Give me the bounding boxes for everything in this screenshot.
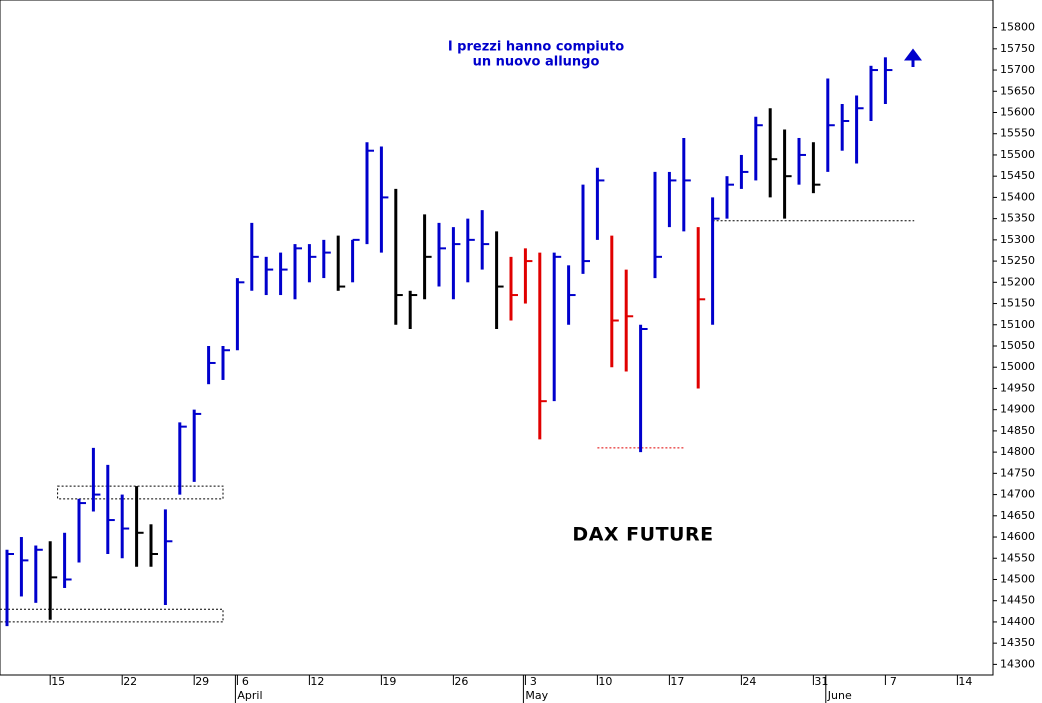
x-tick-label: 31 [814,675,828,688]
y-tick-label: 14350 [1000,636,1035,649]
y-tick-label: 14500 [1000,572,1035,585]
x-tick-label: 3 [530,675,537,688]
y-tick-label: 15050 [1000,339,1035,352]
annotation: I prezzi hanno compiuto [448,40,624,55]
y-tick-label: 15800 [1000,21,1035,34]
plot-area [0,0,994,676]
annotation: un nuovo allungo [473,55,600,70]
y-tick-label: 14600 [1000,530,1035,543]
month-label: April [237,689,262,702]
chart-title: DAX FUTURE [572,524,713,546]
x-tick-label: 7 [890,675,897,688]
y-tick-label: 15450 [1000,169,1035,182]
y-tick-label: 15300 [1000,233,1035,246]
y-tick-label: 14750 [1000,466,1035,479]
x-tick-label: 12 [310,675,324,688]
reference-zone [57,485,224,500]
y-tick-label: 14450 [1000,594,1035,607]
x-tick-label: 15 [51,675,65,688]
x-tick-label: 24 [742,675,756,688]
x-tick-label: 19 [382,675,396,688]
x-tick-label: 29 [195,675,209,688]
y-tick-label: 15350 [1000,212,1035,225]
y-tick-label: 14850 [1000,424,1035,437]
y-tick-label: 15000 [1000,360,1035,373]
y-tick-label: 15150 [1000,297,1035,310]
x-tick-label: 14 [958,675,972,688]
month-label: May [525,689,548,702]
y-tick-label: 14700 [1000,488,1035,501]
x-tick-label: 22 [123,675,137,688]
reference-zone [0,608,224,623]
y-tick-label: 14950 [1000,381,1035,394]
y-tick-label: 14800 [1000,445,1035,458]
y-tick-label: 14300 [1000,657,1035,670]
x-tick-label: 10 [598,675,612,688]
month-label: June [827,689,852,702]
y-tick-label: 15600 [1000,106,1035,119]
y-tick-label: 14400 [1000,615,1035,628]
y-tick-label: 14650 [1000,509,1035,522]
x-tick-label: 17 [670,675,684,688]
y-tick-label: 15650 [1000,84,1035,97]
y-tick-label: 14550 [1000,551,1035,564]
x-tick-label: 26 [454,675,468,688]
y-tick-label: 15700 [1000,63,1035,76]
y-tick-label: 15750 [1000,42,1035,55]
y-tick-label: 15250 [1000,254,1035,267]
y-tick-label: 14900 [1000,403,1035,416]
y-tick-label: 15550 [1000,127,1035,140]
up-arrow [904,48,922,67]
x-tick-label: 6 [242,675,249,688]
y-tick-label: 15500 [1000,148,1035,161]
y-tick-label: 15400 [1000,190,1035,203]
y-tick-label: 15100 [1000,318,1035,331]
y-tick-label: 15200 [1000,275,1035,288]
